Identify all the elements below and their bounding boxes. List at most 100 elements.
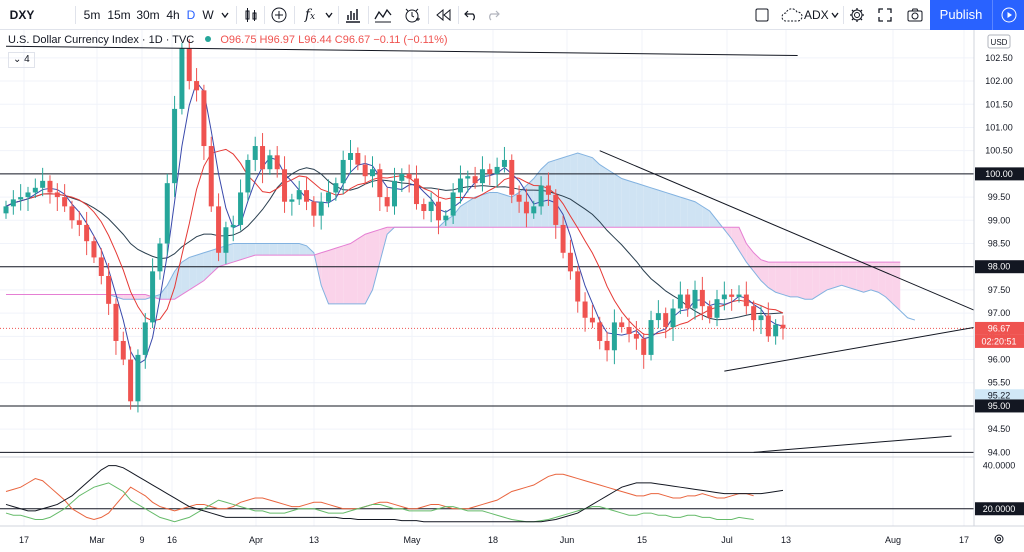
cloud-segment — [115, 294, 124, 300]
candle-body — [413, 178, 419, 205]
candle-body — [318, 201, 324, 216]
cloud-segment — [343, 243, 351, 304]
cloud-segment — [489, 192, 498, 228]
fullscreen-icon[interactable] — [874, 0, 896, 30]
settings-icon[interactable] — [846, 0, 868, 30]
cloud-segment — [760, 259, 769, 288]
toolbar-divider — [294, 6, 295, 24]
axis-settings-icon[interactable] — [994, 534, 1004, 544]
time-tick-label: Jun — [560, 535, 575, 545]
candle-body — [245, 159, 251, 193]
cloud-segment — [475, 194, 483, 228]
cloud-segment — [651, 187, 659, 228]
candle-body — [406, 173, 412, 179]
candle-body — [216, 206, 222, 253]
price-marker-bg — [975, 321, 1024, 335]
cloud-segment — [240, 243, 248, 260]
interval-d-button[interactable]: D — [186, 8, 196, 22]
candle-body — [699, 289, 705, 307]
interval-5m-button[interactable]: 5m — [83, 8, 101, 22]
chart-legend: U.S. Dollar Currency Index · 1D · TVC O9… — [8, 34, 448, 46]
cloud-segment — [453, 206, 461, 228]
cloud-segment — [892, 262, 901, 311]
legend-open: O96.75 — [220, 34, 257, 46]
chart-area[interactable]: 102.50 102.00 101.50 101.00 100.50 100.00 99.5… — [0, 30, 1024, 552]
interval-4h-button[interactable]: 4h — [166, 8, 180, 22]
dropdown-icon[interactable] — [322, 0, 336, 30]
trendline — [724, 321, 1003, 372]
time-tick-label: 15 — [637, 535, 647, 545]
price-tick-label: 101.50 — [985, 99, 1013, 109]
interval-15m-button[interactable]: 15m — [107, 8, 131, 22]
candle-body — [567, 252, 573, 272]
strategy-icon[interactable] — [372, 0, 394, 30]
compare-adx-button[interactable]: ADX — [804, 8, 829, 22]
cloud-segment — [636, 183, 644, 228]
interval-w-button[interactable]: W — [202, 8, 214, 22]
cloud-icon[interactable] — [780, 0, 804, 30]
dropdown-icon[interactable] — [828, 0, 842, 30]
templates-icon[interactable] — [342, 0, 364, 30]
layout-icon[interactable] — [752, 0, 772, 30]
toolbar-divider — [368, 6, 369, 24]
candle-body — [641, 338, 647, 355]
cloud-segment — [870, 262, 879, 293]
candle-body — [707, 306, 713, 318]
legend-close: C96.67 — [334, 34, 371, 46]
toolbar-divider — [236, 6, 237, 24]
alert-icon[interactable] — [400, 0, 424, 30]
cloud-segment — [819, 262, 827, 295]
cloud-segment — [152, 294, 160, 300]
candle-body — [765, 315, 771, 337]
undo-icon[interactable] — [462, 0, 480, 30]
toolbar-divider — [428, 6, 429, 24]
candle-body — [553, 194, 559, 225]
candle-body — [252, 146, 258, 160]
price-tick-label: 95.50 — [988, 378, 1011, 388]
fx-indicators-icon[interactable]: fx — [304, 7, 316, 23]
top-toolbar: DXY 5m 15m 30m 4h D W fx ADX Publish — [0, 0, 1024, 30]
candle-body — [120, 340, 126, 360]
interval-30m-button[interactable]: 30m — [136, 8, 160, 22]
cloud-segment — [467, 197, 476, 228]
candle-body — [633, 334, 639, 339]
candle-body — [685, 294, 691, 309]
candle-body — [106, 275, 112, 304]
adx-indicator — [0, 456, 1024, 523]
price-marker-label: 100.00 — [985, 169, 1013, 179]
publish-button[interactable]: Publish — [930, 0, 992, 30]
replay-icon[interactable] — [432, 0, 454, 30]
cloud-segment — [577, 152, 586, 228]
cloud-segment — [291, 243, 300, 256]
cloud-segment — [269, 243, 278, 256]
candle-body — [729, 294, 735, 297]
candle-body — [32, 187, 38, 193]
add-compare-icon[interactable] — [268, 0, 290, 30]
camera-icon[interactable] — [904, 0, 926, 30]
candle-body — [619, 322, 625, 328]
indicators-toggle-button[interactable]: ⌄ 4 — [8, 52, 35, 68]
time-tick-label: 16 — [167, 535, 177, 545]
price-marker-bg — [975, 167, 1024, 181]
time-tick-label: 13 — [781, 535, 791, 545]
candle-body — [150, 271, 156, 323]
candles-icon[interactable] — [240, 0, 262, 30]
candle-body — [721, 294, 727, 300]
cloud-segment — [321, 250, 329, 304]
cloud-segment — [255, 243, 263, 256]
symbol-search-button[interactable]: DXY — [9, 8, 35, 22]
cloud-segment — [768, 262, 776, 293]
candle-body — [714, 299, 720, 318]
gear-ring — [994, 534, 1004, 544]
cloud-segment — [746, 243, 754, 272]
candle-body — [443, 215, 449, 221]
cloud-segment — [885, 262, 893, 304]
play-icon[interactable] — [992, 0, 1024, 30]
redo-icon[interactable] — [484, 0, 502, 30]
cloud-segment — [350, 238, 358, 304]
dropdown-icon[interactable] — [218, 0, 232, 30]
candle-body — [47, 180, 53, 193]
candle-body — [626, 327, 632, 335]
price-tick-label: 94.50 — [988, 424, 1011, 434]
candle-body — [172, 108, 178, 184]
